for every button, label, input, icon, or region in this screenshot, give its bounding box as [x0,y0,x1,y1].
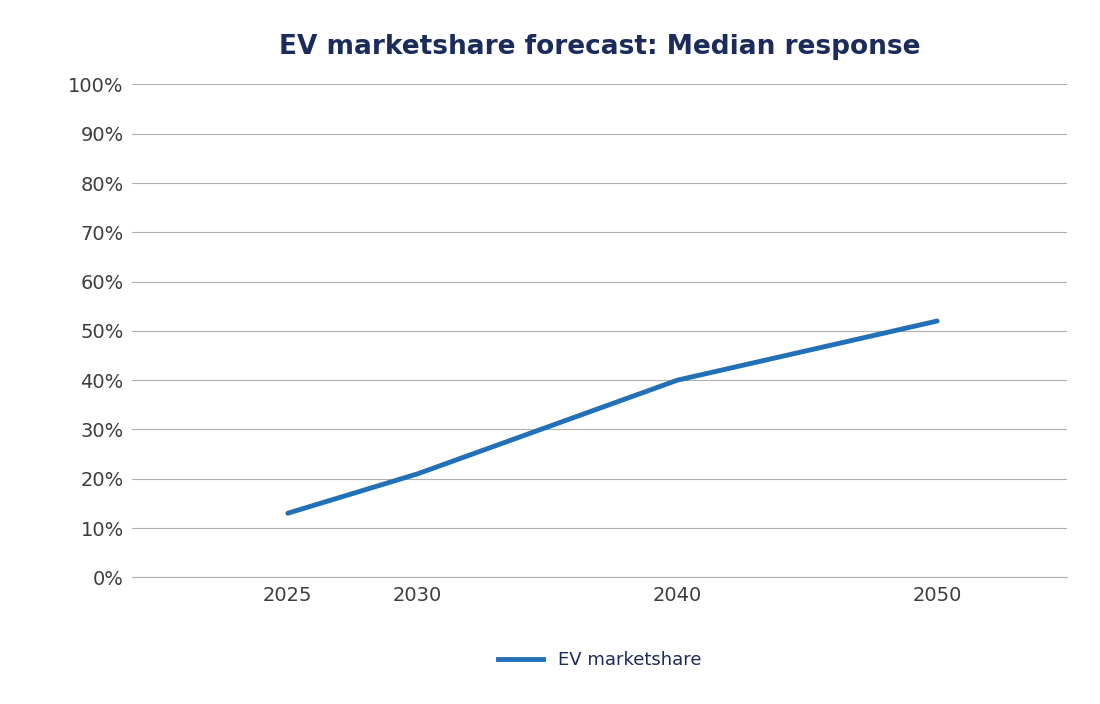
Title: EV marketshare forecast: Median response: EV marketshare forecast: Median response [278,34,921,60]
Legend: EV marketshare: EV marketshare [491,644,708,677]
